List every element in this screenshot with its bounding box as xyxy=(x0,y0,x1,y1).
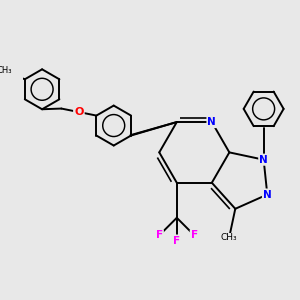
Text: O: O xyxy=(74,107,84,117)
Text: F: F xyxy=(173,236,180,246)
Text: N: N xyxy=(263,190,272,200)
Text: N: N xyxy=(208,117,216,127)
Text: F: F xyxy=(156,230,163,240)
Text: N: N xyxy=(259,155,268,165)
Text: CH₃: CH₃ xyxy=(0,66,11,75)
Text: F: F xyxy=(191,230,198,240)
Text: CH₃: CH₃ xyxy=(221,233,237,242)
